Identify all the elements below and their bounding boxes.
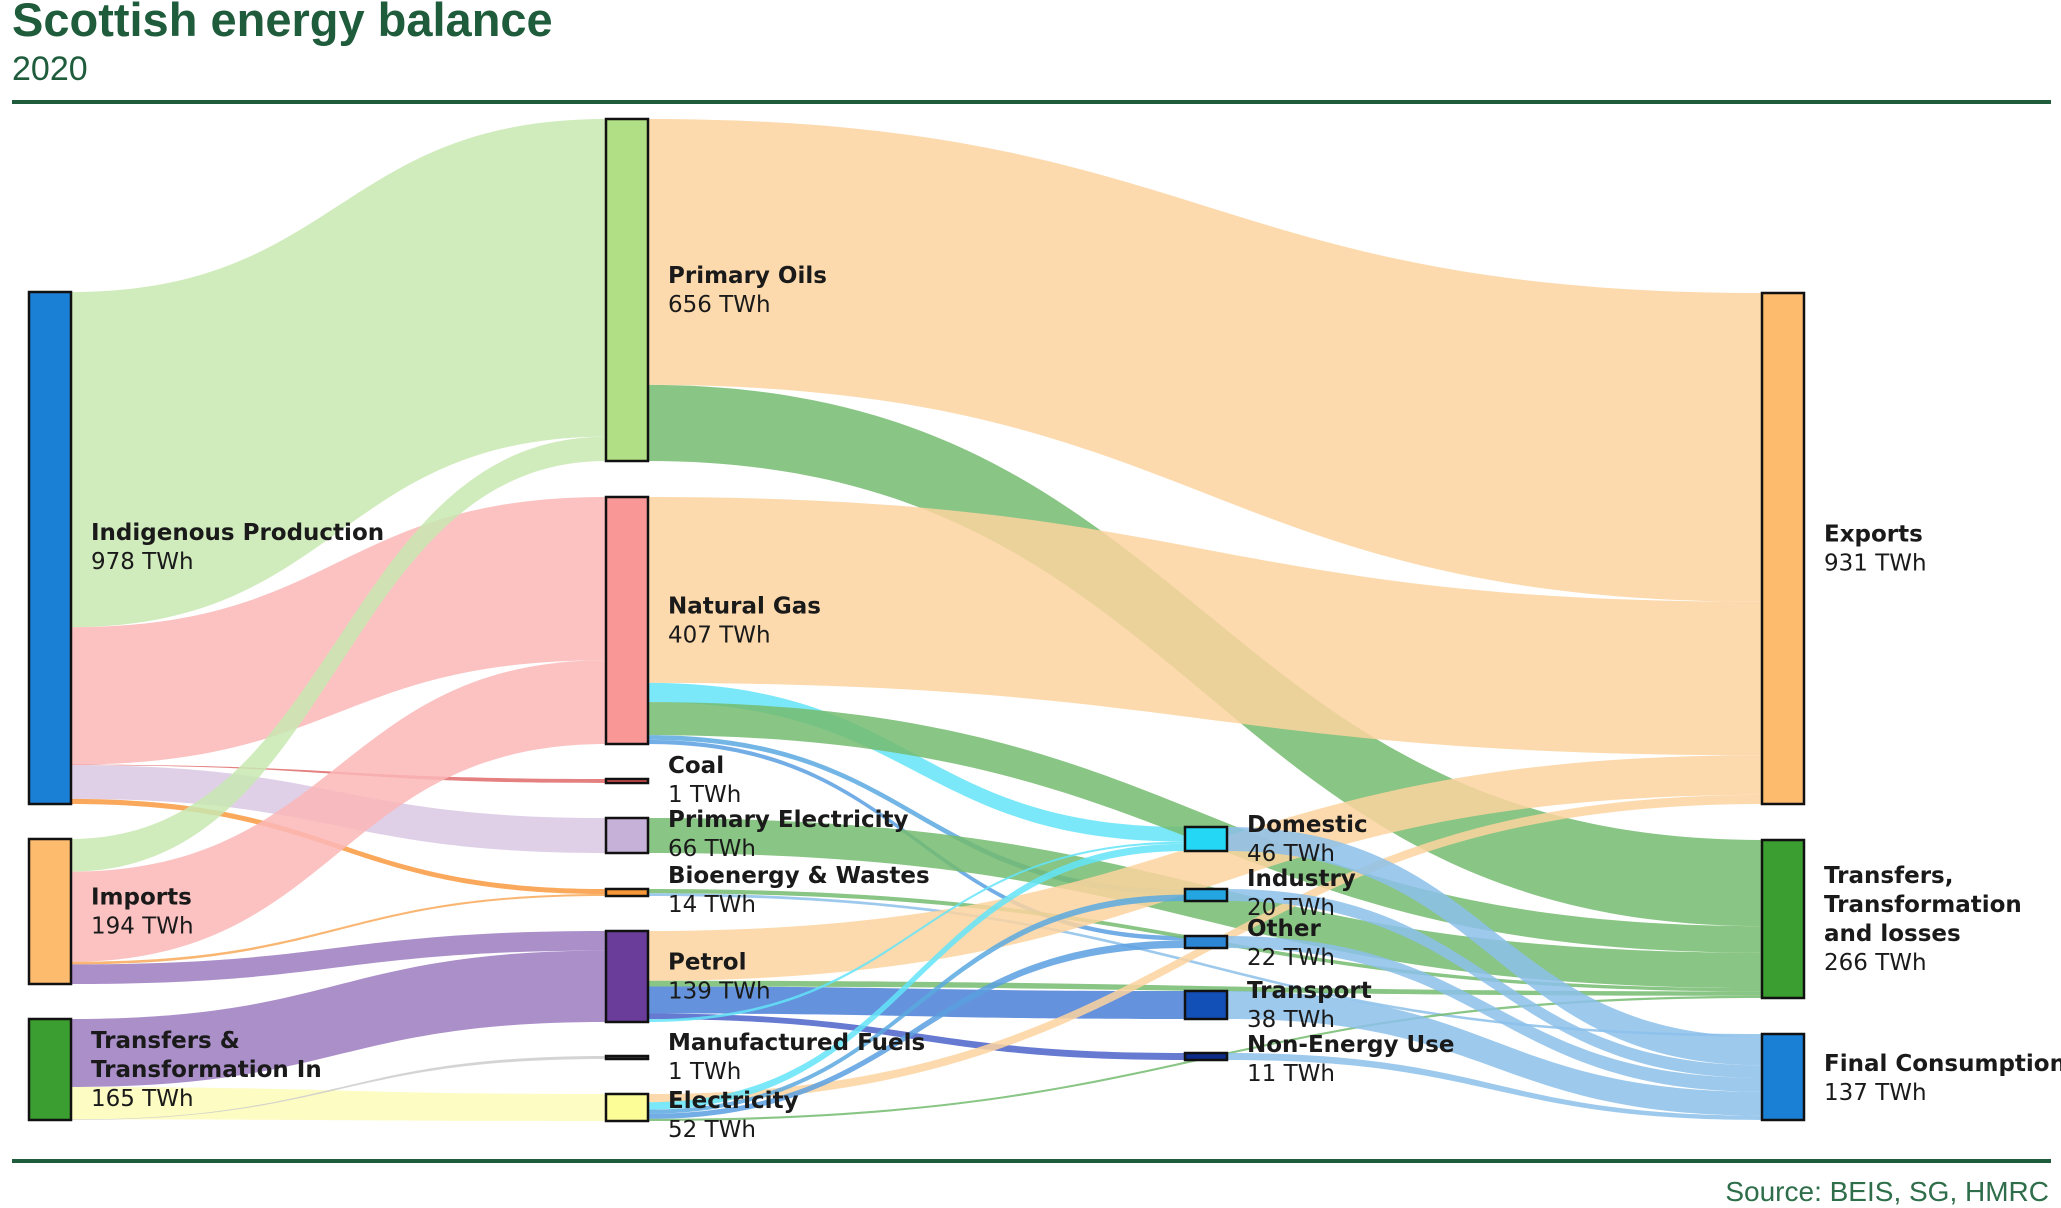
label-ttl-line1: Transfers,	[1824, 863, 1953, 889]
flow-transfers_in-to-petrol	[71, 950, 606, 1087]
value-transfers_in: 165 TWh	[91, 1086, 194, 1112]
value-final: 137 TWh	[1824, 1080, 1927, 1106]
value-indigenous: 978 TWh	[91, 549, 194, 575]
label-prim_elec: Primary Electricity	[668, 807, 908, 833]
label-transport: Transport	[1247, 978, 1372, 1004]
source-note: Source: BEIS, SG, HMRC	[1725, 1176, 2049, 1207]
flow-elec-to-industry	[648, 894, 1185, 1114]
flow-imports-to-bio	[71, 894, 606, 965]
label-gas: Natural Gas	[668, 594, 821, 620]
label-transfers_in-line1: Transfers &	[91, 1028, 240, 1054]
label-petrol: Petrol	[668, 950, 746, 976]
sankey-labels: Indigenous Production 978 TWh Imports 194 T…	[91, 263, 2061, 1143]
flow-imports-to-oils	[71, 436, 606, 872]
value-nonenergy: 11 TWh	[1247, 1061, 1335, 1087]
flow-nonenergy-to-final	[1227, 1053, 1762, 1120]
value-bio: 14 TWh	[668, 892, 756, 918]
value-other: 22 TWh	[1247, 945, 1335, 971]
value-imports: 194 TWh	[91, 914, 194, 940]
node-petrol[interactable]	[604, 929, 650, 1024]
value-exports: 931 TWh	[1824, 551, 1927, 577]
value-domestic: 46 TWh	[1247, 841, 1335, 867]
node-imports[interactable]	[27, 837, 73, 986]
value-elec: 52 TWh	[668, 1117, 756, 1143]
flow-elec-to-domestic	[648, 843, 1185, 1110]
label-nonenergy: Non-Energy Use	[1247, 1032, 1454, 1058]
label-elec: Electricity	[668, 1088, 799, 1114]
value-petrol: 139 TWh	[668, 979, 771, 1005]
node-industry[interactable]	[1183, 887, 1229, 903]
node-manu[interactable]	[604, 1054, 650, 1061]
node-prim_elec[interactable]	[604, 816, 650, 855]
value-coal: 1 TWh	[668, 782, 741, 808]
value-ttl: 266 TWh	[1824, 950, 1927, 976]
flow-domestic-to-final	[1227, 827, 1762, 1066]
node-coal[interactable]	[604, 777, 650, 785]
label-oils: Primary Oils	[668, 263, 827, 289]
value-oils: 656 TWh	[668, 292, 771, 318]
node-transport[interactable]	[1183, 989, 1229, 1021]
node-bio[interactable]	[604, 887, 650, 898]
value-prim_elec: 66 TWh	[668, 836, 756, 862]
flow-other-to-final	[1227, 936, 1762, 1092]
flow-petrol-to-nonenergy	[648, 1013, 1185, 1060]
label-ttl-line2: Transformation	[1824, 892, 2022, 918]
label-coal: Coal	[668, 753, 724, 779]
top-divider	[12, 100, 2051, 104]
page-title: Scottish energy balance	[12, 0, 553, 46]
label-ttl-line3: and losses	[1824, 921, 1961, 947]
flow-transfers_in-to-manu	[71, 1056, 606, 1120]
label-manu: Manufactured Fuels	[668, 1030, 925, 1056]
label-indigenous: Indigenous Production	[91, 520, 384, 546]
node-indigenous[interactable]	[27, 290, 73, 806]
label-exports: Exports	[1824, 522, 1923, 548]
flow-petrol-to-ttl	[648, 980, 1762, 996]
node-exports[interactable]	[1760, 291, 1806, 806]
node-gas[interactable]	[604, 495, 650, 746]
node-nonenergy[interactable]	[1183, 1051, 1229, 1062]
flow-indigenous-to-oils	[71, 119, 606, 628]
node-domestic[interactable]	[1183, 825, 1229, 853]
node-final[interactable]	[1760, 1032, 1806, 1122]
flow-elec-to-other	[648, 940, 1185, 1119]
node-other[interactable]	[1183, 934, 1229, 950]
flow-transfers_in-to-elec	[71, 1086, 606, 1121]
label-transfers_in-line2: Transformation In	[91, 1057, 322, 1083]
label-domestic: Domestic	[1247, 812, 1368, 838]
node-oils[interactable]	[604, 117, 650, 463]
flow-petrol-to-domestic	[648, 841, 1185, 1022]
value-manu: 1 TWh	[668, 1059, 741, 1085]
flow-industry-to-final	[1227, 889, 1762, 1078]
flow-gas-to-exports	[648, 497, 1762, 756]
label-final: Final Consumption	[1824, 1051, 2061, 1077]
page-subtitle: 2020	[12, 50, 88, 88]
node-ttl[interactable]	[1760, 838, 1806, 1000]
node-transfers_in[interactable]	[27, 1017, 73, 1122]
flow-gas-to-domestic	[648, 682, 1185, 842]
node-elec[interactable]	[604, 1092, 650, 1123]
sankey-links	[71, 119, 1762, 1121]
bottom-divider	[12, 1159, 2051, 1163]
flow-indigenous-to-gas	[71, 497, 606, 765]
flow-gas-to-industry	[648, 735, 1185, 895]
flow-transport-to-final	[1227, 991, 1762, 1116]
flow-bio-to-final	[648, 893, 1762, 1037]
value-industry: 20 TWh	[1247, 895, 1335, 921]
value-gas: 407 TWh	[668, 623, 771, 649]
flow-oils-to-exports	[648, 119, 1762, 602]
sankey-nodes	[27, 117, 1806, 1123]
label-industry: Industry	[1247, 866, 1356, 892]
label-bio: Bioenergy & Wastes	[668, 863, 930, 889]
flow-imports-to-gas	[71, 660, 606, 962]
label-imports: Imports	[91, 885, 192, 911]
flow-imports-to-petrol	[71, 931, 606, 984]
value-transport: 38 TWh	[1247, 1007, 1335, 1033]
label-other: Other	[1247, 916, 1322, 942]
